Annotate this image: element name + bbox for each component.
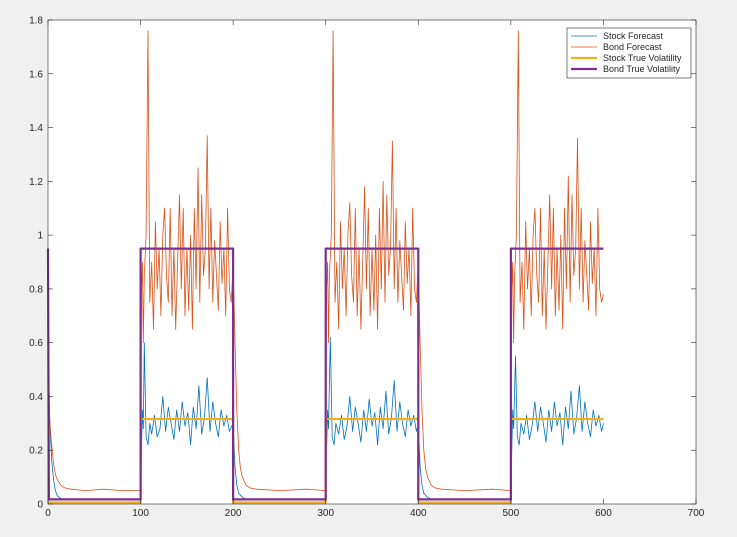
x-tick-label: 500 (503, 508, 520, 519)
x-tick-label: 300 (317, 508, 334, 519)
x-tick-label: 200 (225, 508, 242, 519)
x-tick-label: 700 (688, 508, 705, 519)
y-tick-label: 0.4 (29, 392, 43, 403)
x-tick-label: 400 (410, 508, 427, 519)
y-tick-label: 1.8 (29, 16, 43, 27)
axis-ticks: 0 100 200 300 400 500 600 700 0 0.2 0.4 0.6 0.8 1 1.2 1… (29, 16, 705, 520)
y-tick-label: 1.4 (29, 123, 43, 134)
plot-frame (47, 19, 697, 505)
x-tick-label: 600 (595, 508, 612, 519)
y-tick-label: 1.2 (29, 177, 43, 188)
y-tick-label: 0.6 (29, 338, 43, 349)
x-tick-label: 100 (132, 508, 149, 519)
x-tick-label: 0 (45, 508, 51, 519)
legend-label-2: Stock True Volatility (603, 53, 682, 63)
y-tick-label: 0.8 (29, 284, 43, 295)
y-tick-label: 0.2 (29, 446, 43, 457)
y-tick-label: 1 (37, 231, 43, 242)
legend-label-3: Bond True Volatility (603, 64, 681, 74)
y-tick-label: 0 (37, 500, 43, 511)
y-tick-label: 1.6 (29, 69, 43, 80)
legend-label-0: Stock Forecast (603, 31, 664, 41)
legend-label-1: Bond Forecast (603, 42, 662, 52)
series-line-0 (47, 336, 604, 501)
